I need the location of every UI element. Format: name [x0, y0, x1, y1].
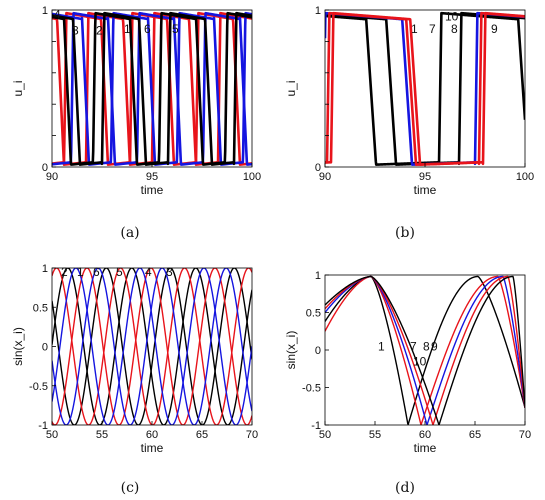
series-line-2 [52, 268, 252, 425]
x-axis-label: time [414, 183, 437, 197]
curve-label: 10 [413, 354, 427, 368]
x-tick-label: 50 [319, 429, 331, 441]
curve-label: 6 [93, 265, 100, 279]
y-tick-label: -1 [311, 420, 321, 432]
panel-caption: (d) [395, 480, 415, 496]
series-line-3 [52, 11, 252, 166]
y-axis-label: sin(x_i) [284, 331, 298, 370]
x-tick-label: 70 [246, 429, 258, 441]
series-line-1 [325, 11, 525, 166]
series-line-4 [325, 275, 525, 425]
y-tick-label: -0.5 [302, 383, 321, 395]
panel-caption: (c) [121, 480, 140, 496]
series-line-4 [325, 11, 525, 166]
series-line-0 [52, 268, 252, 425]
x-tick-label: 95 [419, 171, 431, 183]
y-tick-label: 1 [315, 270, 321, 282]
curve-label: 9 [491, 22, 498, 36]
series-line-1 [325, 275, 525, 425]
series-line-1 [52, 268, 252, 425]
curve-label: 8 [423, 339, 430, 353]
x-tick-label: 100 [516, 171, 534, 183]
series-line-0 [325, 275, 525, 425]
x-axis-label: time [141, 441, 164, 455]
y-tick-label: 1 [315, 5, 321, 17]
series-line-3 [325, 11, 525, 166]
curve-label: 1 [411, 22, 418, 36]
curve-label: 10 [445, 9, 459, 23]
x-tick-label: 55 [96, 429, 108, 441]
x-tick-label: 90 [46, 171, 58, 183]
curve-label: 4 [54, 8, 61, 22]
y-tick-label: 0.5 [33, 302, 48, 314]
x-axis-label: time [141, 183, 164, 197]
y-tick-label: 0.5 [306, 308, 321, 320]
series-line-2 [52, 11, 252, 166]
x-tick-label: 65 [196, 429, 208, 441]
x-tick-label: 65 [469, 429, 481, 441]
curve-label: 2 [61, 265, 68, 279]
panel-caption: (b) [395, 225, 415, 241]
curve-label: 7 [429, 22, 436, 36]
curve-label: 1 [124, 22, 131, 36]
curve-label: 2 [96, 23, 103, 37]
x-axis-label: time [414, 441, 437, 455]
x-tick-label: 100 [243, 171, 261, 183]
curve-label: 6 [144, 22, 151, 36]
y-axis-label: u_i [11, 80, 25, 96]
curve-label: 5 [116, 265, 123, 279]
chart-panel-d: 50 55 60 65 70 -1 -0.5 0 0.5 1 time sin(x_i) 1 7 8 9 10 (… [284, 270, 531, 496]
series-line-5 [52, 268, 252, 425]
y-tick-label: 0 [42, 342, 48, 354]
curve-label: 5 [172, 22, 179, 36]
x-tick-label: 90 [319, 171, 331, 183]
curve-label: 1 [77, 265, 84, 279]
y-tick-label: 1 [42, 5, 48, 17]
y-tick-label: 0 [315, 345, 321, 357]
panel-caption: (a) [120, 225, 139, 241]
series-line-0 [325, 11, 525, 166]
curve-label: 4 [145, 265, 152, 279]
y-tick-label: -1 [38, 420, 48, 432]
x-tick-label: 60 [419, 429, 431, 441]
y-axis-label: u_i [284, 80, 298, 96]
curve-label: 3 [166, 265, 173, 279]
y-tick-label: 1 [42, 263, 48, 275]
x-tick-label: 55 [369, 429, 381, 441]
curve-label: 7 [410, 339, 417, 353]
curve-label: 1 [378, 339, 385, 353]
series-line-4 [52, 268, 252, 425]
x-tick-label: 50 [46, 429, 58, 441]
y-axis-label: sin(x_i) [11, 327, 25, 366]
series-line-2 [325, 11, 525, 166]
curve-label: 3 [72, 23, 79, 37]
x-tick-label: 95 [146, 171, 158, 183]
y-tick-label: -0.5 [29, 381, 48, 393]
curve-label: 8 [451, 22, 458, 36]
y-tick-label: 0 [315, 162, 321, 174]
x-tick-label: 60 [146, 429, 158, 441]
curve-label: 9 [431, 339, 438, 353]
x-tick-label: 70 [519, 429, 531, 441]
y-tick-label: 0 [42, 162, 48, 174]
